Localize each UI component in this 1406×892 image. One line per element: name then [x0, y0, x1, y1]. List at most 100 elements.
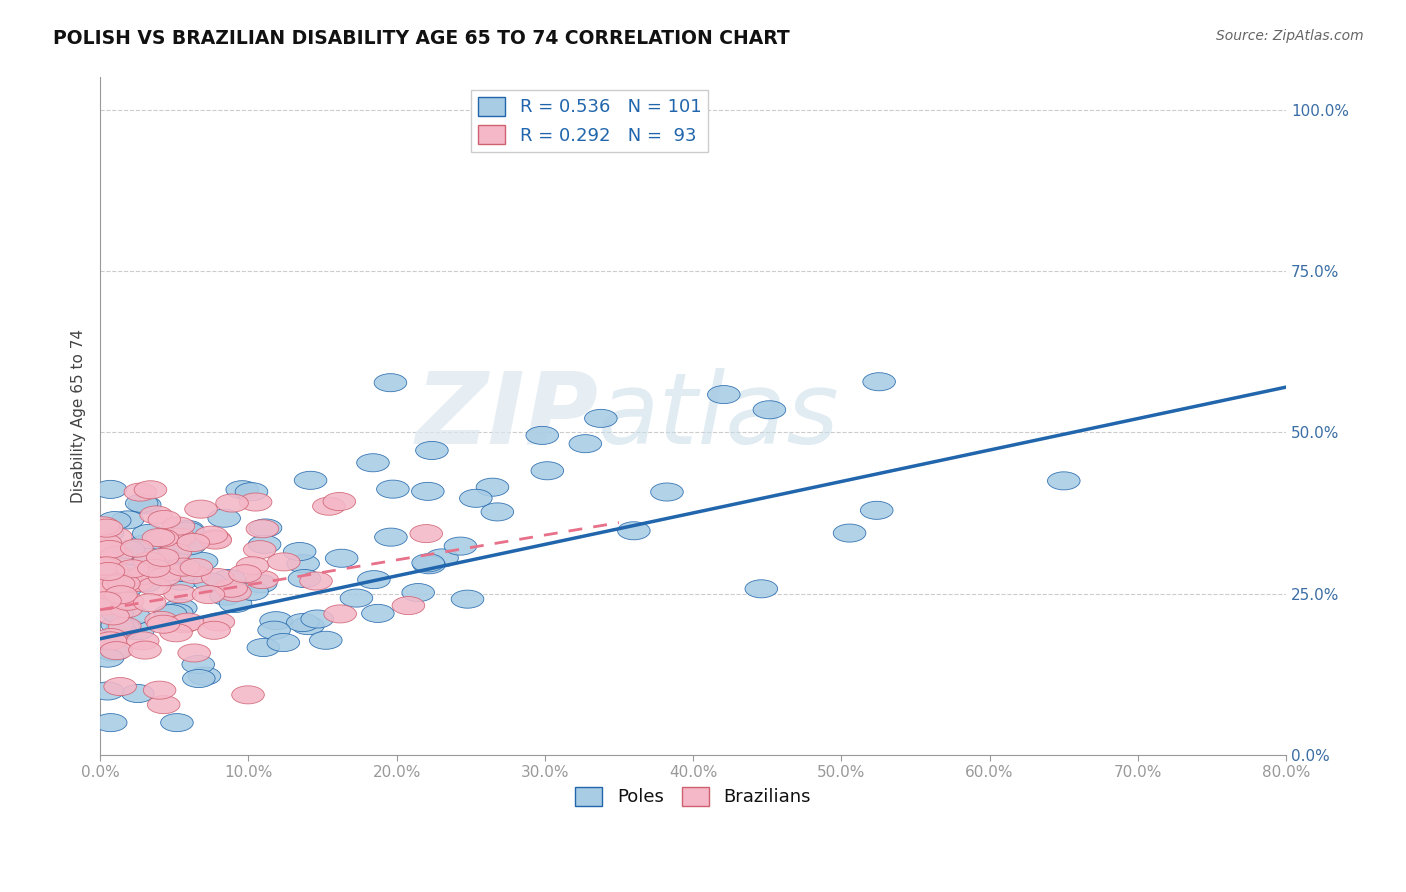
Ellipse shape — [87, 558, 120, 575]
Ellipse shape — [284, 542, 316, 560]
Ellipse shape — [167, 558, 200, 576]
Text: POLISH VS BRAZILIAN DISABILITY AGE 65 TO 74 CORRELATION CHART: POLISH VS BRAZILIAN DISABILITY AGE 65 TO… — [53, 29, 790, 48]
Ellipse shape — [426, 549, 458, 567]
Ellipse shape — [160, 604, 193, 622]
Ellipse shape — [180, 558, 212, 576]
Ellipse shape — [150, 559, 183, 577]
Ellipse shape — [100, 641, 132, 660]
Ellipse shape — [392, 597, 425, 615]
Ellipse shape — [148, 696, 180, 714]
Ellipse shape — [288, 569, 321, 588]
Ellipse shape — [209, 587, 242, 605]
Ellipse shape — [413, 556, 446, 574]
Ellipse shape — [111, 511, 143, 529]
Ellipse shape — [236, 557, 269, 574]
Ellipse shape — [617, 522, 650, 540]
Ellipse shape — [134, 549, 166, 566]
Ellipse shape — [184, 500, 218, 518]
Ellipse shape — [97, 643, 129, 661]
Ellipse shape — [89, 566, 122, 583]
Ellipse shape — [167, 528, 200, 546]
Ellipse shape — [89, 533, 122, 552]
Text: Source: ZipAtlas.com: Source: ZipAtlas.com — [1216, 29, 1364, 44]
Ellipse shape — [148, 568, 181, 586]
Ellipse shape — [246, 571, 278, 589]
Ellipse shape — [132, 524, 165, 542]
Ellipse shape — [160, 624, 193, 642]
Ellipse shape — [152, 563, 184, 581]
Ellipse shape — [159, 543, 191, 561]
Ellipse shape — [402, 583, 434, 601]
Ellipse shape — [162, 517, 195, 535]
Ellipse shape — [183, 670, 215, 688]
Ellipse shape — [104, 623, 136, 640]
Ellipse shape — [172, 613, 204, 632]
Ellipse shape — [98, 511, 131, 530]
Ellipse shape — [198, 530, 231, 548]
Ellipse shape — [125, 494, 157, 512]
Ellipse shape — [146, 529, 179, 547]
Ellipse shape — [132, 552, 166, 570]
Ellipse shape — [481, 503, 513, 521]
Ellipse shape — [325, 549, 359, 567]
Ellipse shape — [412, 483, 444, 500]
Ellipse shape — [111, 592, 143, 610]
Ellipse shape — [165, 572, 197, 591]
Ellipse shape — [416, 442, 449, 459]
Ellipse shape — [160, 714, 193, 731]
Ellipse shape — [91, 559, 124, 578]
Ellipse shape — [863, 373, 896, 391]
Ellipse shape — [745, 580, 778, 598]
Ellipse shape — [89, 577, 121, 596]
Ellipse shape — [208, 509, 240, 527]
Ellipse shape — [107, 618, 139, 636]
Ellipse shape — [239, 493, 271, 511]
Ellipse shape — [451, 591, 484, 608]
Ellipse shape — [177, 644, 211, 662]
Ellipse shape — [323, 605, 357, 623]
Ellipse shape — [411, 524, 443, 542]
Ellipse shape — [128, 641, 162, 659]
Ellipse shape — [94, 714, 127, 731]
Ellipse shape — [245, 574, 277, 593]
Ellipse shape — [134, 481, 167, 499]
Ellipse shape — [246, 520, 278, 538]
Ellipse shape — [200, 531, 232, 549]
Ellipse shape — [374, 528, 408, 546]
Ellipse shape — [287, 555, 319, 573]
Ellipse shape — [89, 591, 121, 610]
Ellipse shape — [361, 605, 394, 623]
Ellipse shape — [127, 632, 159, 650]
Ellipse shape — [110, 570, 142, 588]
Ellipse shape — [94, 629, 127, 647]
Ellipse shape — [177, 566, 211, 583]
Ellipse shape — [172, 520, 204, 539]
Ellipse shape — [201, 568, 235, 587]
Ellipse shape — [188, 667, 221, 685]
Ellipse shape — [94, 480, 127, 499]
Ellipse shape — [357, 571, 391, 589]
Ellipse shape — [100, 547, 132, 565]
Ellipse shape — [128, 496, 162, 514]
Ellipse shape — [121, 539, 153, 558]
Ellipse shape — [93, 541, 125, 558]
Ellipse shape — [121, 622, 155, 640]
Ellipse shape — [193, 585, 225, 604]
Ellipse shape — [301, 610, 333, 628]
Ellipse shape — [90, 557, 122, 574]
Ellipse shape — [374, 374, 406, 392]
Ellipse shape — [260, 612, 292, 630]
Ellipse shape — [294, 471, 326, 490]
Ellipse shape — [117, 570, 149, 589]
Ellipse shape — [112, 541, 145, 558]
Ellipse shape — [90, 581, 122, 599]
Ellipse shape — [103, 574, 135, 593]
Ellipse shape — [134, 594, 166, 612]
Ellipse shape — [100, 528, 132, 546]
Ellipse shape — [173, 537, 205, 555]
Ellipse shape — [249, 535, 281, 553]
Ellipse shape — [101, 604, 134, 622]
Ellipse shape — [97, 607, 129, 625]
Ellipse shape — [215, 579, 247, 598]
Ellipse shape — [309, 632, 342, 649]
